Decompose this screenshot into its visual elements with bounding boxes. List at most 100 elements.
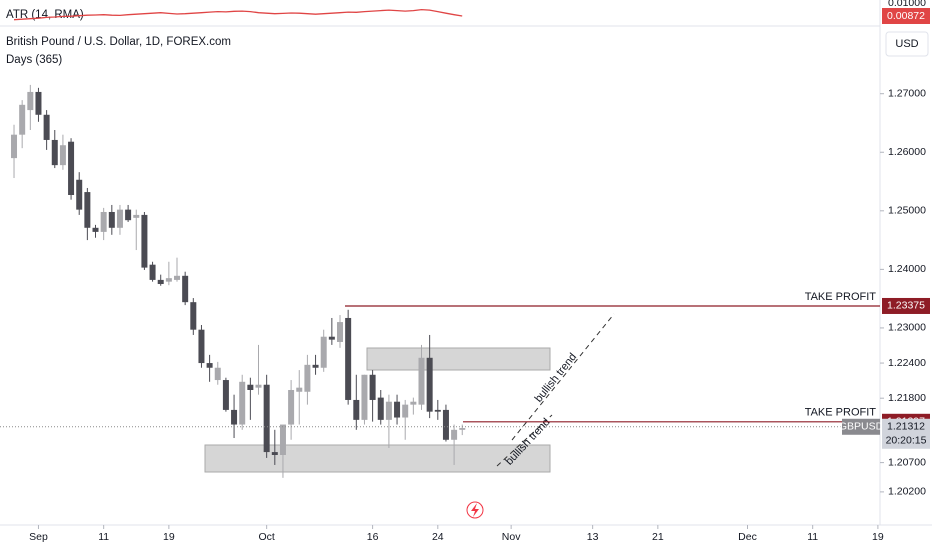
zone xyxy=(204,444,551,473)
countdown: 20:20:15 xyxy=(886,435,927,447)
candle-body xyxy=(337,322,344,342)
candle-body xyxy=(279,424,286,455)
x-tick-label: 19 xyxy=(872,531,884,543)
y-tick-label: 1.26000 xyxy=(888,146,926,158)
x-tick-label: 24 xyxy=(432,531,444,543)
candle-body xyxy=(59,145,66,166)
atr-line xyxy=(13,8,463,21)
x-tick-label: 21 xyxy=(652,531,664,543)
candle-body xyxy=(43,114,50,140)
x-tick-label: 11 xyxy=(98,531,109,543)
candle-body xyxy=(434,409,441,412)
y-tick-label: 1.22400 xyxy=(888,357,926,369)
candle-body xyxy=(247,384,254,390)
candle-body xyxy=(76,179,83,210)
candle-body xyxy=(174,275,181,280)
y-tick-label: 1.25000 xyxy=(888,205,926,217)
symbol-label: GBPUSD xyxy=(839,421,884,433)
candle-body xyxy=(353,399,360,420)
candle-body xyxy=(19,104,26,135)
level-label: TAKE PROFIT xyxy=(805,291,877,303)
candle-body xyxy=(84,192,91,228)
y-tick-label: 1.27000 xyxy=(888,87,926,99)
trend-line xyxy=(496,414,553,467)
y-tick-label: 1.21800 xyxy=(888,392,926,404)
atr-label: ATR (14, RMA) xyxy=(6,9,84,21)
candle-body xyxy=(35,91,42,115)
atr-value-label: 0.00872 xyxy=(887,10,925,22)
chart-subtitle: Days (365) xyxy=(6,54,62,66)
x-tick-label: 11 xyxy=(807,531,818,543)
zones xyxy=(204,347,551,473)
candle-body xyxy=(68,141,75,195)
candle-body xyxy=(369,374,376,400)
x-tick-label: Dec xyxy=(738,531,757,543)
candle-body xyxy=(27,91,34,111)
candle-body xyxy=(190,302,197,330)
level-price-box xyxy=(882,297,930,314)
candle-body xyxy=(271,452,278,455)
candle-body xyxy=(141,214,148,268)
trend-line xyxy=(511,313,615,441)
candle-body xyxy=(320,336,327,368)
current-price-label: 1.21312 xyxy=(887,421,925,433)
candle-body xyxy=(182,275,189,303)
candle-body xyxy=(410,401,417,405)
candle-body xyxy=(288,390,295,425)
x-tick-label: 19 xyxy=(163,531,175,543)
candle-body xyxy=(312,364,319,368)
candle-body xyxy=(345,317,352,400)
candle-body xyxy=(377,397,384,420)
currency-button[interactable] xyxy=(885,31,929,57)
currency-label[interactable]: USD xyxy=(895,38,918,50)
candle-body xyxy=(418,357,425,405)
candle-body xyxy=(206,363,213,368)
x-tick-label: Sep xyxy=(29,531,48,543)
candle-body xyxy=(442,409,449,440)
candle-body xyxy=(149,264,156,280)
candle-body xyxy=(214,367,221,381)
candle-body xyxy=(394,401,401,418)
atr-value-box xyxy=(882,7,930,24)
candle-body xyxy=(239,381,246,425)
candle-body xyxy=(198,329,205,364)
candle-body xyxy=(116,209,123,228)
x-tick-label: 13 xyxy=(587,531,599,543)
y-tick-label: 1.20200 xyxy=(888,486,926,498)
candle-body xyxy=(108,211,115,228)
candle-body xyxy=(361,374,368,420)
candle-body xyxy=(263,384,270,453)
level-price: 1.23375 xyxy=(887,300,925,312)
candle-body xyxy=(125,209,132,221)
candle-body xyxy=(231,409,238,425)
candle-body xyxy=(222,380,229,410)
zone xyxy=(366,347,551,371)
atr-tick-label: 0.01000 xyxy=(888,0,926,9)
y-tick-label: 1.23000 xyxy=(888,322,926,334)
chart-title: British Pound / U.S. Dollar, 1D, FOREX.c… xyxy=(6,36,231,48)
candle-body xyxy=(402,404,409,418)
level-label: TAKE PROFIT xyxy=(805,407,877,419)
candle-body xyxy=(165,278,172,282)
candle-body xyxy=(296,387,303,392)
candle-body xyxy=(426,357,433,412)
event-icon-bolt xyxy=(471,503,479,517)
candle-body xyxy=(100,211,107,232)
candle-body xyxy=(328,336,335,340)
candle-body xyxy=(11,134,18,159)
x-tick-label: 16 xyxy=(367,531,379,543)
candle-body xyxy=(255,384,262,388)
symbol-box xyxy=(842,418,880,435)
candle-body xyxy=(92,227,99,232)
x-tick-label: Nov xyxy=(502,531,521,543)
candle-body xyxy=(157,279,164,285)
candle-body xyxy=(459,428,466,430)
candle-body xyxy=(451,429,458,440)
current-price-box xyxy=(882,418,930,449)
y-tick-label: 1.24000 xyxy=(888,263,926,275)
candle-body xyxy=(133,214,140,218)
x-tick-label: Oct xyxy=(258,531,274,543)
candle-body xyxy=(304,364,311,392)
candle-body xyxy=(385,401,392,420)
